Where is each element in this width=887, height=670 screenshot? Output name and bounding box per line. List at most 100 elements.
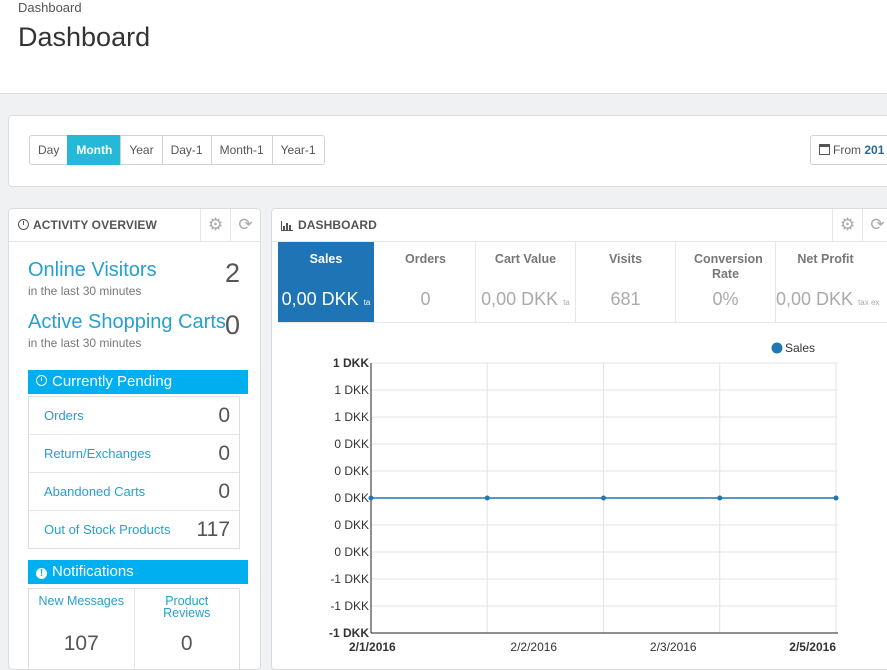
y-tick-label: 1 DKK (334, 383, 369, 397)
pending-returns-count: 0 (218, 442, 230, 465)
notification-product-reviews: Product Reviews 0 (133, 589, 240, 669)
notifications-table: New Messages 107 Product Reviews 0 (28, 588, 240, 670)
period-button-group: Day Month Year Day-1 Month-1 Year-1 (29, 135, 325, 165)
legend-swatch-sales (771, 342, 783, 354)
period-year-minus-1-button[interactable]: Year-1 (271, 135, 325, 165)
tile-cart-value[interactable]: Cart Value 0,00 DKK ta (476, 242, 576, 322)
y-tick-label: 0 DKK (334, 464, 369, 478)
tile-conversion-rate-label: Conversion Rate (694, 252, 763, 281)
breadcrumb[interactable]: Dashboard (18, 0, 82, 15)
new-messages-count: 107 (63, 632, 99, 655)
legend-label-sales: Sales (785, 341, 815, 355)
gear-icon[interactable]: ⚙ (832, 209, 862, 241)
series-point-sales (833, 495, 839, 501)
tile-sales-label: Sales (309, 252, 343, 266)
activity-panel-header: ACTIVITY OVERVIEW ⚙ ⟳ (9, 209, 260, 242)
y-tick-label: -1 DKK (330, 599, 369, 613)
online-visitors-block: Online Visitors in the last 30 minutes 2 (28, 258, 250, 298)
page-title: Dashboard (18, 22, 151, 52)
series-point-sales (368, 495, 374, 501)
tile-sales[interactable]: Sales 0,00 DKK ta (278, 242, 374, 322)
pending-row: Abandoned Carts 0 (29, 473, 239, 511)
tile-orders-label: Orders (405, 252, 446, 266)
tile-visits-value: 681 (610, 289, 641, 309)
product-reviews-link[interactable]: Product Reviews (163, 594, 211, 620)
tile-cart-value-value: 0,00 DKK (481, 289, 559, 309)
tile-net-profit-value: 0,00 DKK (776, 289, 854, 309)
date-range-from-label: From (833, 143, 861, 157)
y-tick-label: 0 DKK (334, 437, 369, 451)
y-tick-label: 0 DKK (334, 545, 369, 559)
pending-orders-link[interactable]: Orders (44, 408, 84, 423)
x-tick-label: 2/3/2016 (650, 640, 697, 654)
period-toolbar: Day Month Year Day-1 Month-1 Year-1 From… (8, 115, 887, 187)
online-visitors-count: 2 (224, 258, 240, 288)
x-tick-label: 2/1/2016 (349, 640, 396, 654)
tile-orders-value: 0 (420, 289, 431, 309)
clock-icon (18, 219, 29, 230)
pending-returns-link[interactable]: Return/Exchanges (44, 446, 151, 461)
calendar-icon (819, 144, 830, 155)
online-visitors-link[interactable]: Online Visitors (28, 259, 157, 281)
info-icon: ! (36, 568, 47, 579)
active-carts-count: 0 (224, 310, 240, 340)
period-month-button[interactable]: Month (67, 135, 122, 165)
y-tick-label: 1 DKK (333, 356, 369, 370)
pending-out-of-stock-count: 117 (196, 518, 230, 541)
page-header: Dashboard Dashboard (0, 0, 887, 94)
clock-icon (36, 375, 47, 386)
tile-visits[interactable]: Visits 681 (576, 242, 676, 322)
period-day-button[interactable]: Day (29, 135, 69, 165)
tile-sales-suffix: ta (363, 298, 371, 307)
active-carts-link[interactable]: Active Shopping Carts (28, 311, 226, 333)
y-tick-label: 0 DKK (334, 491, 369, 505)
date-range-from-value: 201 (864, 143, 885, 157)
notifications-header: ! Notifications (28, 560, 248, 584)
notification-new-messages: New Messages 107 (29, 589, 134, 669)
refresh-icon[interactable]: ⟳ (230, 209, 260, 241)
x-tick-label: 2/2/2016 (510, 640, 557, 654)
y-tick-label: -1 DKK (329, 626, 369, 640)
tile-net-profit[interactable]: Net Profit 0,00 DKK tax ex (776, 242, 879, 322)
activity-overview-panel: ACTIVITY OVERVIEW ⚙ ⟳ Online Visitors in… (8, 208, 261, 670)
activity-panel-title: ACTIVITY OVERVIEW (33, 218, 157, 232)
active-carts-sub: in the last 30 minutes (28, 336, 142, 350)
period-day-minus-1-button[interactable]: Day-1 (161, 135, 212, 165)
tile-sales-value: 0,00 DKK (281, 289, 359, 309)
pending-abandoned-count: 0 (218, 480, 230, 503)
pending-row: Orders 0 (29, 397, 239, 435)
tile-conversion-rate[interactable]: Conversion Rate 0% (676, 242, 776, 322)
gear-icon[interactable]: ⚙ (200, 209, 230, 241)
product-reviews-count: 0 (180, 632, 193, 655)
dashboard-panel-title: DASHBOARD (298, 218, 377, 232)
series-point-sales (484, 495, 490, 501)
pending-table: Orders 0 Return/Exchanges 0 Abandoned Ca… (28, 396, 240, 549)
kpi-tiles: Sales 0,00 DKK ta Orders 0 Cart Value 0,… (278, 242, 887, 322)
pending-row: Return/Exchanges 0 (29, 435, 239, 473)
tile-net-profit-suffix: tax ex (858, 298, 880, 307)
tile-visits-label: Visits (608, 252, 643, 266)
period-month-minus-1-button[interactable]: Month-1 (210, 135, 273, 165)
bar-chart-icon (281, 221, 293, 231)
pending-out-of-stock-link[interactable]: Out of Stock Products (44, 522, 171, 537)
refresh-icon[interactable]: ⟳ (862, 209, 887, 241)
series-point-sales (717, 495, 723, 501)
tile-orders[interactable]: Orders 0 (376, 242, 476, 322)
pending-row: Out of Stock Products 117 (29, 511, 239, 548)
y-tick-label: 0 DKK (334, 518, 369, 532)
currently-pending-header: Currently Pending (28, 370, 248, 394)
pending-abandoned-link[interactable]: Abandoned Carts (44, 484, 146, 499)
date-range-button[interactable]: From 201 (810, 135, 887, 165)
dashboard-panel-header: DASHBOARD ⚙ ⟳ (272, 209, 887, 242)
notifications-title: Notifications (52, 563, 134, 580)
pending-orders-count: 0 (218, 404, 230, 427)
period-year-button[interactable]: Year (120, 135, 163, 165)
online-visitors-sub: in the last 30 minutes (28, 284, 142, 298)
new-messages-link[interactable]: New Messages (38, 594, 124, 608)
y-tick-label: -1 DKK (330, 572, 369, 586)
series-point-sales (601, 495, 606, 501)
active-carts-block: Active Shopping Carts in the last 30 min… (28, 310, 250, 350)
tile-cart-value-suffix: ta (563, 298, 570, 307)
dashboard-panel: DASHBOARD ⚙ ⟳ Sales 0,00 DKK ta Orders 0… (271, 208, 887, 670)
x-tick-label: 2/5/2016 (789, 640, 836, 654)
